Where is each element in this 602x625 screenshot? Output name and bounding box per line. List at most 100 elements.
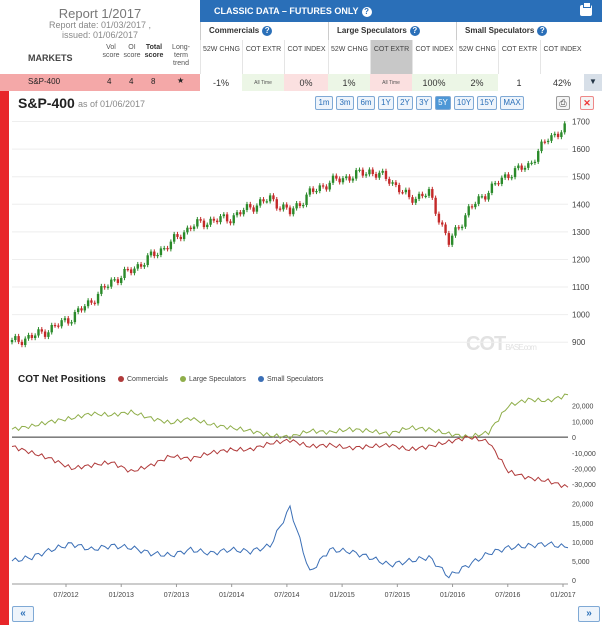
candle — [172, 234, 176, 242]
col-large-cot-index[interactable]: COT INDEX — [412, 40, 456, 74]
col-small-cot-extr[interactable]: COT EXTR — [498, 40, 540, 74]
large-cot-index-value: 100% — [412, 74, 456, 91]
candle — [348, 176, 351, 181]
candle — [255, 205, 259, 212]
candle — [159, 248, 163, 255]
candle — [513, 168, 517, 178]
candle — [437, 213, 441, 223]
price-tick-label: 1700 — [572, 118, 590, 127]
candle — [139, 264, 143, 267]
range-button-3m[interactable]: 3m — [336, 96, 354, 110]
range-button-1y[interactable]: 1Y — [378, 96, 394, 110]
candle — [394, 182, 398, 185]
legend-dot — [258, 376, 264, 383]
candle — [192, 226, 196, 230]
candle — [371, 169, 374, 175]
col-small-52w[interactable]: 52W CHNG — [456, 40, 498, 74]
candle — [182, 232, 186, 240]
col-comm-cot-index[interactable]: COT INDEX — [284, 40, 328, 74]
small-cot-extr-value: 1 — [498, 74, 540, 91]
small-tick-label: 0 — [572, 578, 576, 585]
x-axis-label: 07/2016 — [495, 592, 520, 599]
candle — [556, 133, 560, 138]
comm-cot-index-value: 0% — [284, 74, 328, 91]
range-button-15y[interactable]: 15Y — [477, 96, 497, 110]
candle — [398, 184, 401, 193]
candle — [212, 218, 216, 221]
help-icon[interactable]: ? — [409, 26, 420, 36]
candle — [265, 201, 269, 203]
print-icon[interactable] — [580, 2, 592, 16]
close-icon[interactable]: ✕ — [580, 96, 594, 110]
col-large-cot-extr[interactable]: COT EXTR — [370, 40, 412, 74]
help-icon[interactable]: ? — [361, 6, 372, 17]
group-small-speculators: Small Speculators? — [456, 22, 602, 40]
candle — [156, 254, 159, 257]
oi-score: 4 — [129, 77, 134, 86]
candle — [295, 203, 298, 209]
candle — [259, 199, 262, 206]
candle — [219, 216, 222, 223]
candle — [533, 161, 537, 164]
range-button-3y[interactable]: 3Y — [416, 96, 432, 110]
candle — [543, 141, 547, 143]
col-small-cot-index[interactable]: COT INDEX — [540, 40, 584, 74]
candle — [262, 199, 265, 202]
range-button-1m[interactable]: 1m — [315, 96, 333, 110]
candle — [196, 219, 199, 227]
candle — [338, 178, 341, 183]
help-icon[interactable]: ? — [537, 26, 548, 36]
candle — [493, 183, 497, 185]
candle — [520, 165, 523, 170]
candle — [206, 224, 209, 228]
next-page-button[interactable]: » — [578, 606, 600, 622]
market-row[interactable]: S&P-400 4 4 8 ★ — [0, 74, 200, 91]
candle — [427, 189, 431, 196]
candle — [464, 215, 467, 227]
col-comm-cot-extr[interactable]: COT EXTR — [242, 40, 284, 74]
range-button-6m[interactable]: 6m — [357, 96, 375, 110]
small-cot-index-value: 42% — [540, 74, 584, 91]
candle — [361, 169, 365, 176]
candle — [401, 192, 404, 194]
range-button-max[interactable]: MAX — [500, 96, 524, 110]
legend-dot — [180, 376, 186, 383]
range-button-10y[interactable]: 10Y — [454, 96, 474, 110]
chart-as-of: as of 01/06/2017 — [78, 99, 146, 109]
prev-page-button[interactable]: « — [12, 606, 34, 622]
print-chart-icon[interactable]: ⎙ — [556, 96, 570, 110]
x-axis-label: 01/2014 — [219, 592, 244, 599]
selection-bar — [0, 91, 9, 625]
report-title: Report 1/2017 — [58, 6, 142, 21]
candle — [245, 204, 249, 210]
candle — [186, 227, 189, 233]
candle — [143, 265, 146, 267]
range-button-2y[interactable]: 2Y — [397, 96, 413, 110]
price-tick-label: 1600 — [572, 145, 590, 154]
vol-score: 4 — [107, 77, 112, 86]
candle — [282, 204, 285, 210]
candle — [169, 241, 173, 250]
cot-tick-label: 20,000 — [572, 404, 594, 411]
candle — [497, 183, 500, 185]
col-comm-52w[interactable]: 52W CHNG — [200, 40, 242, 74]
range-button-5y[interactable]: 5Y — [435, 96, 451, 110]
candle — [268, 195, 272, 202]
col-large-52w[interactable]: 52W CHNG — [328, 40, 370, 74]
candle — [17, 336, 20, 342]
candle — [129, 269, 133, 274]
candle — [441, 222, 444, 225]
candle — [24, 338, 27, 346]
candle — [381, 170, 384, 173]
panel-title: CLASSIC DATA – FUTURES ONLY? — [214, 6, 372, 17]
market-name[interactable]: S&P-400 — [28, 77, 61, 86]
candle — [345, 176, 348, 179]
candle — [202, 220, 206, 228]
cot-tick-label: -20,000 — [572, 466, 596, 473]
help-icon[interactable]: ? — [262, 26, 273, 36]
candle — [96, 293, 100, 304]
candle — [222, 214, 226, 217]
row-dropdown-button[interactable]: ▼ — [584, 74, 602, 91]
candle — [76, 308, 80, 313]
